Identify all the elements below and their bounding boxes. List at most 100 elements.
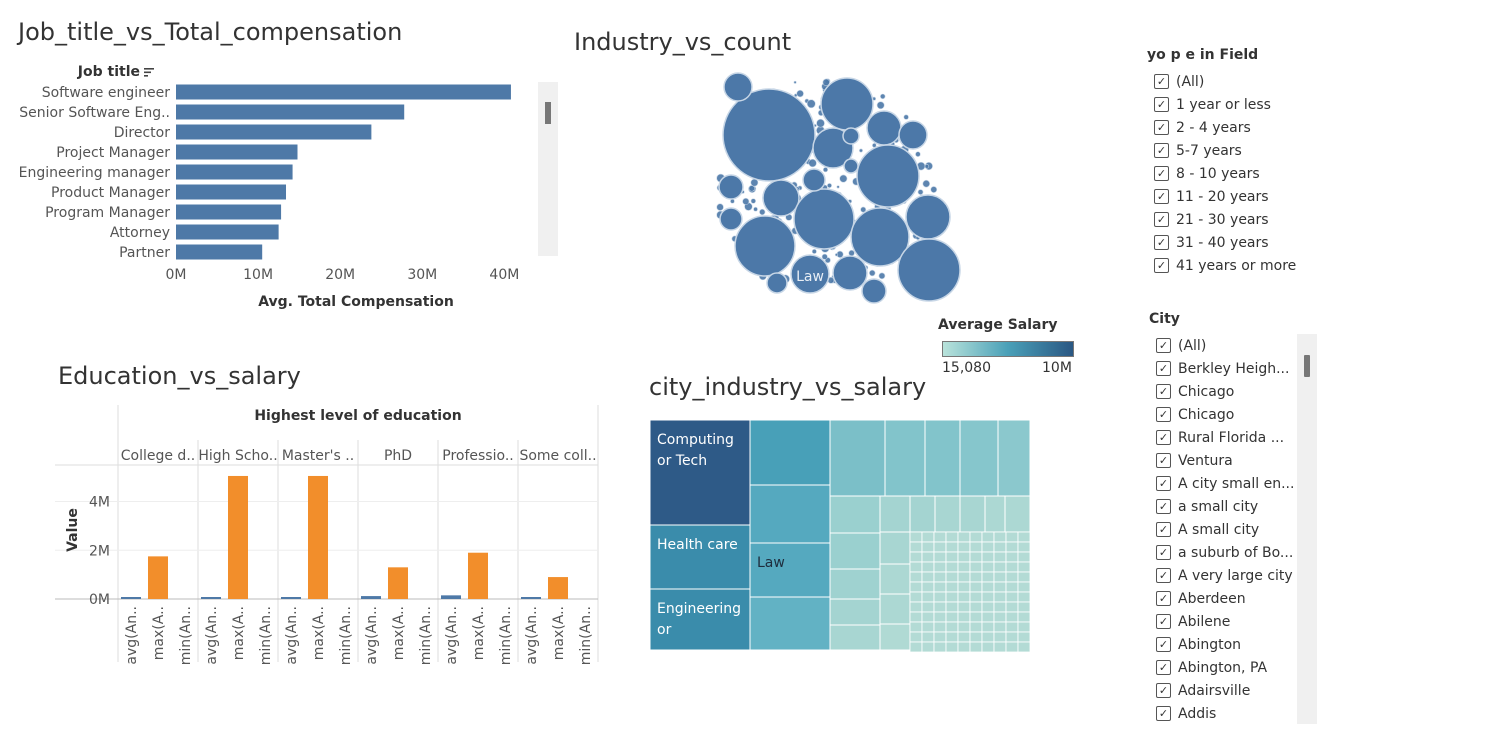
treemap-cell-small[interactable]: [1005, 591, 1019, 603]
treemap-cell[interactable]: [1004, 495, 1030, 533]
checkbox-icon[interactable]: ✓: [1156, 476, 1171, 491]
industry-bubble[interactable]: [790, 254, 830, 294]
industry-bubble[interactable]: [762, 179, 800, 217]
treemap-cell-small[interactable]: [981, 581, 995, 593]
job-title-label[interactable]: Program Manager: [45, 205, 170, 221]
industry-bubble-small[interactable]: [924, 164, 930, 169]
treemap-cell-small[interactable]: [1017, 571, 1030, 583]
treemap-cell-small[interactable]: [1017, 581, 1030, 593]
treemap-cell[interactable]: [829, 495, 881, 534]
city-filter-item[interactable]: ✓ Abilene: [1156, 610, 1294, 633]
checkbox-icon[interactable]: ✓: [1154, 120, 1169, 135]
industry-bubble-small[interactable]: [806, 99, 816, 109]
treemap-cell[interactable]: [749, 420, 831, 486]
treemap-cell-small[interactable]: [957, 611, 971, 623]
industry-bubble-small[interactable]: [917, 189, 924, 195]
education-bar-max[interactable]: [468, 552, 488, 599]
years-filter-item[interactable]: ✓ 11 - 20 years: [1154, 185, 1296, 208]
industry-bubble[interactable]: [861, 278, 887, 304]
checkbox-icon[interactable]: ✓: [1154, 143, 1169, 158]
treemap-cell[interactable]: [879, 495, 911, 533]
industry-bubble-small[interactable]: [869, 269, 876, 277]
checkbox-icon[interactable]: ✓: [1156, 522, 1171, 537]
treemap-cell-small[interactable]: [1005, 611, 1019, 623]
industry-bubble[interactable]: [723, 72, 753, 102]
industry-bubble-small[interactable]: [872, 143, 877, 148]
treemap-cell-small[interactable]: [909, 581, 923, 593]
job-title-bar[interactable]: [176, 224, 279, 240]
treemap-cell-small[interactable]: [957, 621, 971, 633]
industry-bubble[interactable]: [898, 120, 928, 150]
treemap-cell-small[interactable]: [1017, 591, 1030, 603]
treemap-cell-small[interactable]: [993, 581, 1007, 593]
treemap-cell-small[interactable]: [933, 551, 947, 563]
sort-icon[interactable]: [144, 68, 154, 77]
treemap-cell-small[interactable]: [921, 611, 935, 623]
checkbox-icon[interactable]: ✓: [1154, 212, 1169, 227]
treemap-cell-small[interactable]: [981, 601, 995, 613]
industry-bubble-small[interactable]: [821, 253, 828, 260]
city-filter-item[interactable]: ✓ a small city: [1156, 495, 1294, 518]
job-title-bar[interactable]: [176, 84, 511, 100]
treemap-cell-small[interactable]: [1017, 541, 1030, 553]
industry-bubble[interactable]: [832, 255, 868, 291]
treemap-cell-small[interactable]: [993, 571, 1007, 583]
treemap-cell-small[interactable]: [933, 621, 947, 633]
treemap-cell-small[interactable]: [933, 641, 947, 652]
city-filter-item[interactable]: ✓ a suburb of Bo...: [1156, 541, 1294, 564]
education-category-label[interactable]: College d..: [121, 448, 195, 464]
education-bar-max[interactable]: [548, 577, 568, 599]
checkbox-icon[interactable]: ✓: [1156, 706, 1171, 721]
industry-bubble-small[interactable]: [750, 198, 756, 204]
treemap-cell-small[interactable]: [921, 621, 935, 633]
treemap-cell-small[interactable]: [945, 571, 959, 583]
treemap-cell-small[interactable]: [909, 541, 923, 553]
checkbox-icon[interactable]: ✓: [1156, 453, 1171, 468]
treemap-cell-small[interactable]: [993, 561, 1007, 573]
job-title-label[interactable]: Senior Software Eng..: [19, 105, 170, 121]
industry-bubble-small[interactable]: [930, 186, 938, 193]
treemap-cell-small[interactable]: [1017, 531, 1030, 543]
treemap-cell[interactable]: [879, 531, 911, 565]
treemap-cell[interactable]: [879, 593, 911, 625]
checkbox-icon[interactable]: ✓: [1156, 568, 1171, 583]
job-title-bar[interactable]: [176, 204, 282, 220]
treemap-cell-small[interactable]: [933, 631, 947, 643]
job-title-scroll-thumb[interactable]: [545, 102, 551, 124]
treemap-cell-small[interactable]: [1005, 531, 1019, 543]
treemap-cell-small[interactable]: [969, 561, 983, 573]
education-category-label[interactable]: Master's ..: [282, 448, 354, 464]
treemap-cell[interactable]: [959, 495, 986, 533]
treemap-cell-small[interactable]: [957, 641, 971, 652]
treemap-cell-small[interactable]: [933, 541, 947, 553]
education-bar-avg[interactable]: [121, 597, 141, 599]
treemap-cell-small[interactable]: [969, 591, 983, 603]
checkbox-icon[interactable]: ✓: [1156, 683, 1171, 698]
job-title-label[interactable]: Attorney: [110, 225, 170, 241]
industry-bubble-small[interactable]: [816, 118, 825, 128]
treemap-cell[interactable]: [749, 484, 831, 544]
industry-bubble-small[interactable]: [848, 249, 855, 257]
treemap-cell-small[interactable]: [957, 591, 971, 603]
treemap-cell-small[interactable]: [969, 631, 983, 643]
treemap-cell-small[interactable]: [921, 551, 935, 563]
industry-bubble-small[interactable]: [759, 208, 766, 216]
treemap-cell-small[interactable]: [993, 621, 1007, 633]
treemap-cell-small[interactable]: [993, 601, 1007, 613]
industry-bubble-small[interactable]: [742, 197, 750, 205]
treemap-cell-small[interactable]: [909, 571, 923, 583]
treemap-cell-small[interactable]: [993, 611, 1007, 623]
industry-bubble-small[interactable]: [827, 183, 832, 188]
treemap-cell-small[interactable]: [1005, 541, 1019, 553]
treemap-cell-small[interactable]: [981, 611, 995, 623]
industry-bubble[interactable]: [734, 215, 796, 277]
industry-bubble-small[interactable]: [839, 174, 848, 183]
treemap-cell-small[interactable]: [957, 631, 971, 643]
checkbox-icon[interactable]: ✓: [1156, 591, 1171, 606]
industry-bubble-small[interactable]: [859, 148, 863, 153]
treemap-cell-small[interactable]: [909, 591, 923, 603]
years-filter-item[interactable]: ✓ 2 - 4 years: [1154, 116, 1296, 139]
city-filter-item[interactable]: ✓ Adairsville: [1156, 679, 1294, 702]
treemap-cell-small[interactable]: [1005, 571, 1019, 583]
treemap-cell-small[interactable]: [1017, 561, 1030, 573]
